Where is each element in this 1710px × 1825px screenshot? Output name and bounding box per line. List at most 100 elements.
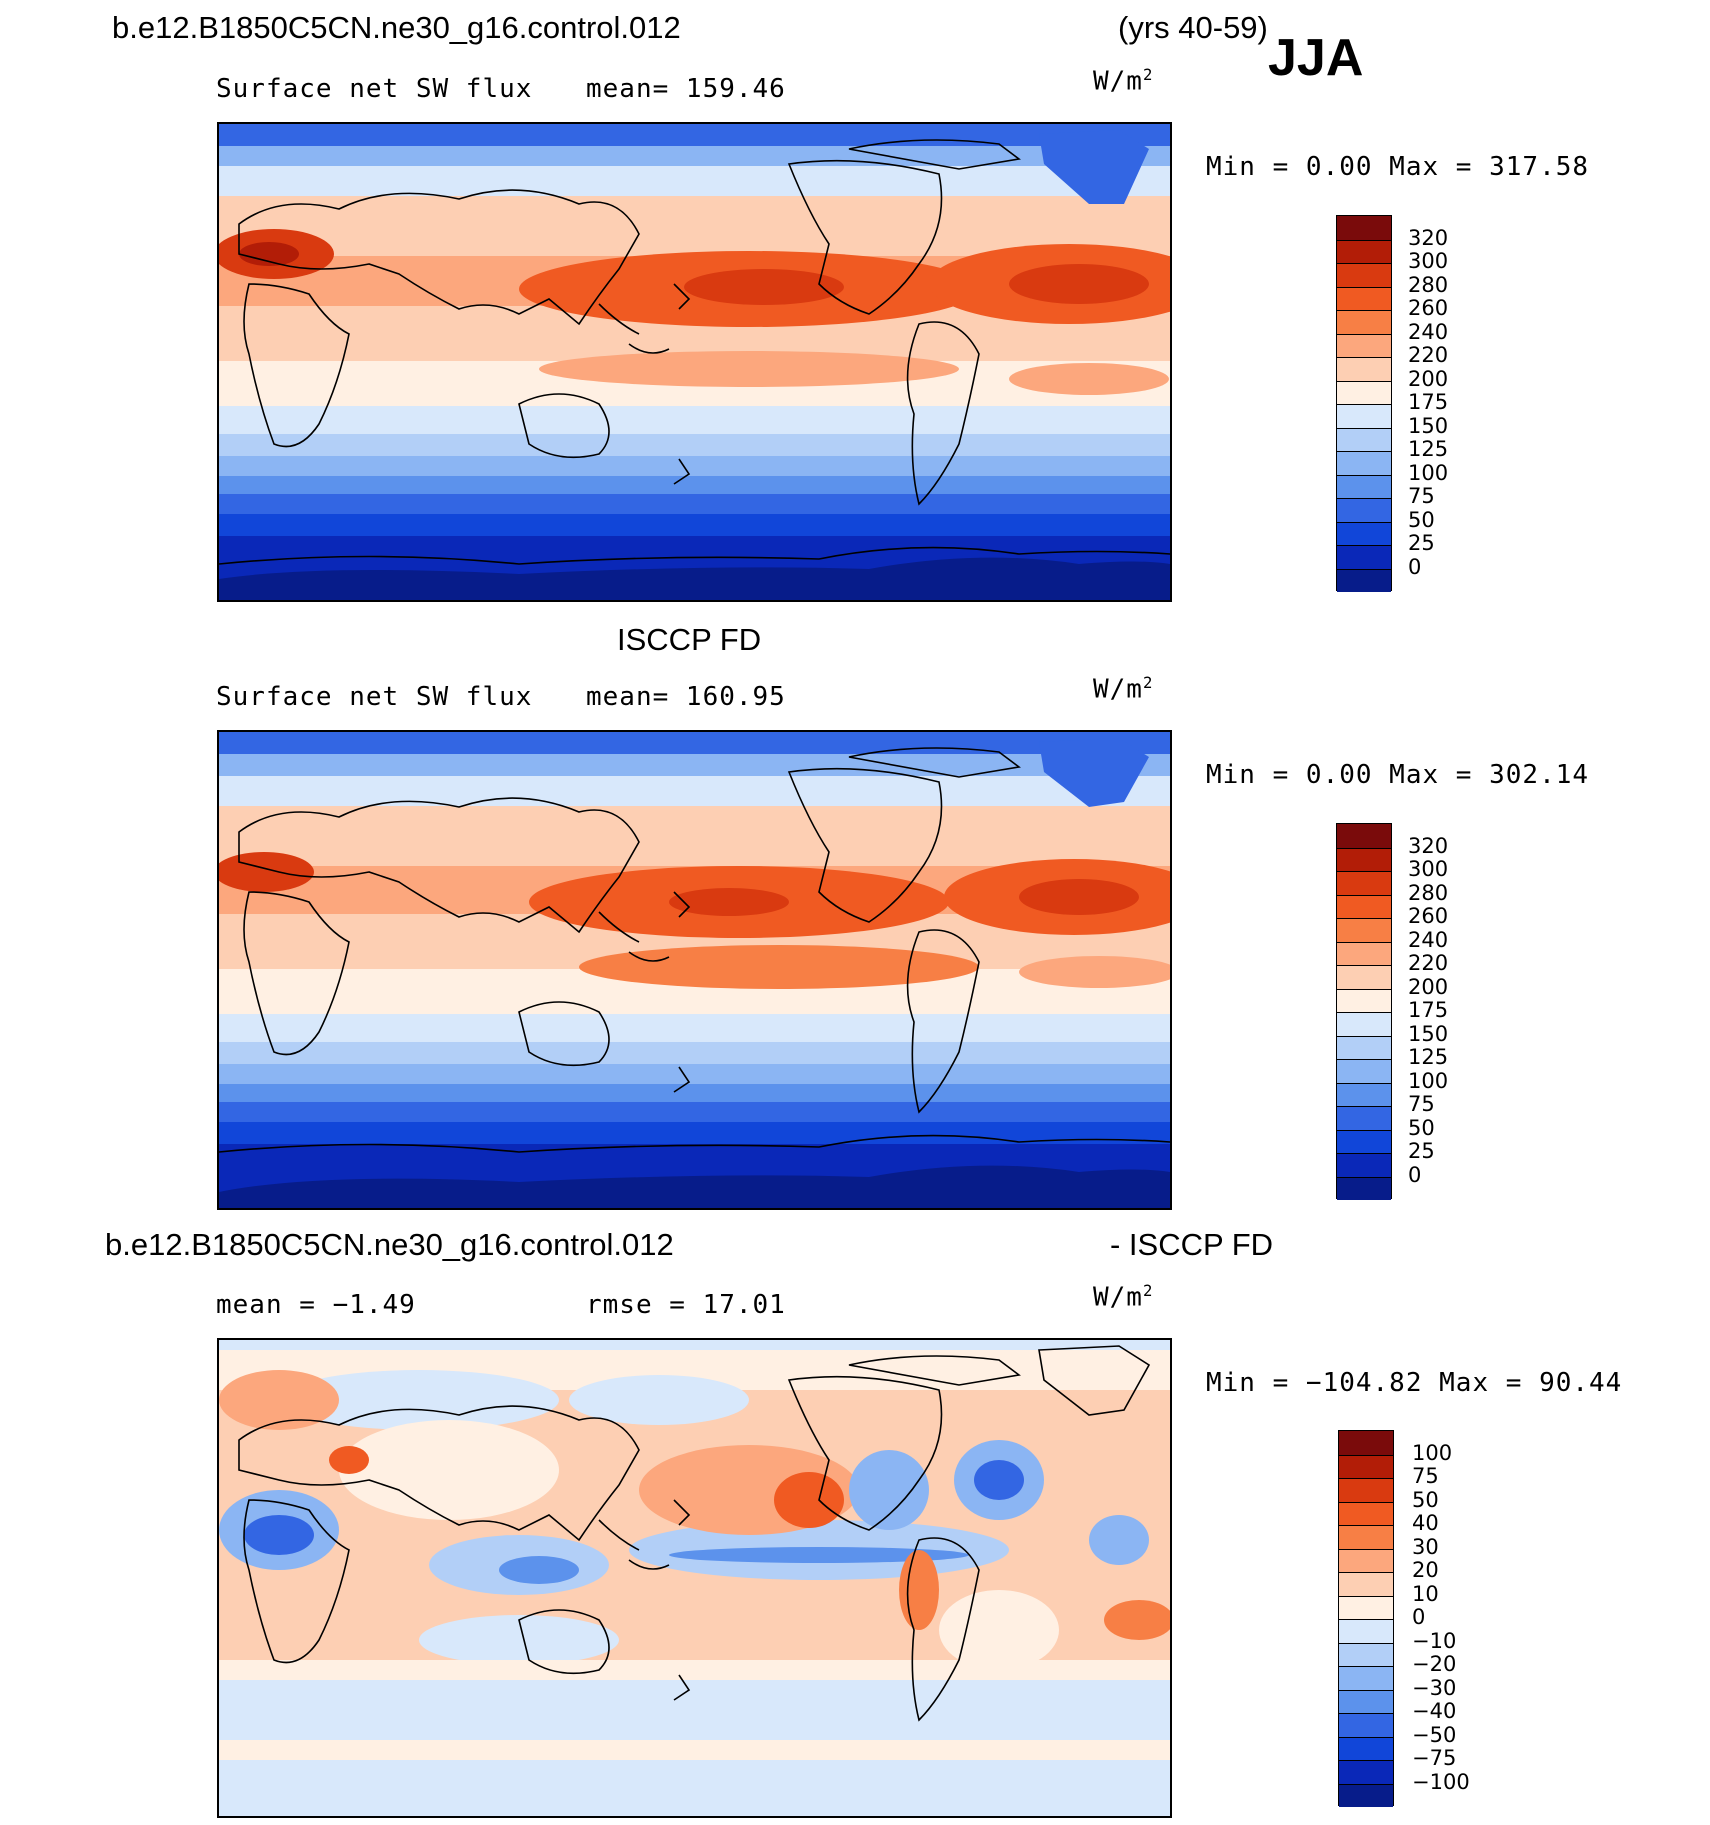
panel1-colorbar-segment	[1337, 216, 1391, 240]
panel1-colorbar-box	[1336, 215, 1392, 592]
panel2-colorbar-label: 300	[1408, 857, 1449, 881]
panel1-units: W/m2	[1093, 66, 1154, 97]
panel2-colorbar-segment	[1337, 1035, 1391, 1059]
panel1-colorbar-label: 0	[1408, 554, 1422, 579]
panel3-rmse: rmse = 17.01	[586, 1290, 786, 1320]
panel1-colorbar-label: 200	[1408, 366, 1449, 391]
panel1-colorbar-segment	[1337, 263, 1391, 287]
panel3-colorbar-segment	[1339, 1783, 1393, 1807]
panel3-colorbar-box	[1338, 1430, 1394, 1807]
panel2-colorbar-label: 50	[1408, 1115, 1435, 1140]
panel1-colorbar-segment	[1337, 498, 1391, 522]
panel2-colorbar-label: 0	[1408, 1162, 1422, 1187]
panel3-colorbar-segment	[1339, 1525, 1393, 1549]
panel1-colorbar-segment	[1337, 474, 1391, 498]
panel2-colorbar-segment	[1337, 941, 1391, 965]
panel1-colorbar-segment	[1337, 357, 1391, 381]
panel2-colorbar-segment	[1337, 1059, 1391, 1083]
panel1-colorbar-label: 25	[1408, 531, 1435, 555]
panel3-colorbar-segment	[1339, 1689, 1393, 1713]
panel2-colorbar: 320 300 280 260 240 220 200 175 150 125 100 75 50 25 0	[1336, 823, 1556, 1200]
panel1-colorbar-label: 50	[1408, 507, 1435, 532]
panel2-colorbar-segment	[1337, 965, 1391, 989]
panel2-map-svg	[219, 732, 1170, 1208]
panel3-map	[217, 1338, 1172, 1818]
panel1-title: Surface net SW flux	[216, 74, 533, 104]
panel3-colorbar-segment	[1339, 1572, 1393, 1596]
panel3-colorbar-label: −75	[1412, 1746, 1457, 1770]
panel2-colorbar-segment	[1337, 871, 1391, 895]
panel1-colorbar-label: 100	[1408, 460, 1449, 485]
panel2-minmax: Min = 0.00 Max = 302.14	[1206, 760, 1590, 790]
panel2-title: Surface net SW flux	[216, 682, 533, 712]
panel1-minmax: Min = 0.00 Max = 317.58	[1206, 152, 1590, 182]
panel3-colorbar-segment	[1339, 1431, 1393, 1455]
panel3-colorbar-label: −10	[1412, 1628, 1457, 1653]
panel3-colorbar-segment	[1339, 1548, 1393, 1572]
panel1-colorbar-label: 320	[1408, 225, 1449, 250]
panel3-colorbar-label: −100	[1412, 1769, 1470, 1794]
panel3-colorbar-segment	[1339, 1619, 1393, 1643]
panel3-colorbar-label: 100	[1412, 1440, 1453, 1465]
panel3-colorbar-label: 75	[1412, 1464, 1439, 1488]
panel3-units: W/m2	[1093, 1282, 1154, 1313]
panel2-colorbar-box	[1336, 823, 1392, 1200]
panel1-colorbar-segment	[1337, 451, 1391, 475]
panel2-colorbar-label: 175	[1408, 998, 1449, 1022]
panel2-colorbar-label: 100	[1408, 1068, 1449, 1093]
panel3-colorbar-segment	[1339, 1736, 1393, 1760]
panel3-colorbar-segment	[1339, 1666, 1393, 1690]
panel2-colorbar-segment	[1337, 1012, 1391, 1036]
panel1-colorbar-label: 260	[1408, 296, 1449, 320]
panel2-mean: mean= 160.95	[586, 682, 786, 712]
years-label: (yrs 40-59)	[1118, 10, 1268, 45]
panel2-colorbar-segment	[1337, 1106, 1391, 1130]
panel1-colorbar-segment	[1337, 427, 1391, 451]
panel3-colorbar-segment	[1339, 1760, 1393, 1784]
panel1-colorbar-segment	[1337, 545, 1391, 569]
panel2-colorbar-segment	[1337, 894, 1391, 918]
panel3-colorbar-segment	[1339, 1501, 1393, 1525]
panel1-colorbar-segment	[1337, 568, 1391, 592]
panel3-colorbar-label: 20	[1412, 1558, 1439, 1582]
panel3-colorbar-segment	[1339, 1642, 1393, 1666]
case-name-title: b.e12.B1850C5CN.ne30_g16.control.012	[112, 10, 681, 45]
panel1-colorbar-label: 175	[1408, 390, 1449, 414]
panel3-mean: mean = −1.49	[216, 1290, 416, 1320]
panel1-colorbar-segment	[1337, 333, 1391, 357]
panel1-colorbar-label: 300	[1408, 249, 1449, 273]
panel1-map	[217, 122, 1172, 602]
panel1-colorbar-label: 150	[1408, 413, 1449, 438]
panel2-colorbar-label: 220	[1408, 951, 1449, 975]
panel3-colorbar-label: −50	[1412, 1722, 1457, 1747]
panel3-colorbar-segment	[1339, 1478, 1393, 1502]
panel1-colorbar-label: 75	[1408, 484, 1435, 508]
panel2-colorbar-label: 280	[1408, 880, 1449, 905]
panel2-colorbar-label: 150	[1408, 1021, 1449, 1046]
panel1-colorbar-segment	[1337, 380, 1391, 404]
panel2-colorbar-segment	[1337, 1082, 1391, 1106]
panel3-title-left: b.e12.B1850C5CN.ne30_g16.control.012	[105, 1227, 674, 1262]
panel3-colorbar-label: −40	[1412, 1699, 1457, 1723]
panel1-colorbar: 320 300 280 260 240 220 200 175 150 125 100 75 50 25 0	[1336, 215, 1556, 592]
panel2-colorbar-label: 240	[1408, 927, 1449, 952]
panel2-colorbar-label: 260	[1408, 904, 1449, 928]
panel1-colorbar-label: 240	[1408, 319, 1449, 344]
panel2-map	[217, 730, 1172, 1210]
panel1-colorbar-segment	[1337, 521, 1391, 545]
panel1-colorbar-label: 125	[1408, 437, 1449, 461]
panel2-colorbar-segment	[1337, 1176, 1391, 1200]
panel3-colorbar-label: 40	[1412, 1511, 1439, 1535]
panel2-colorbar-label: 320	[1408, 833, 1449, 858]
panel1-mean: mean= 159.46	[586, 74, 786, 104]
panel3-colorbar-segment	[1339, 1454, 1393, 1478]
panel2-colorbar-segment	[1337, 918, 1391, 942]
panel2-colorbar-segment	[1337, 847, 1391, 871]
panel2-colorbar-label: 75	[1408, 1092, 1435, 1116]
panel3-colorbar-label: 30	[1412, 1534, 1439, 1559]
panel3-colorbar-label: 50	[1412, 1487, 1439, 1512]
panel2-units: W/m2	[1093, 674, 1154, 705]
season-label: JJA	[1268, 29, 1364, 87]
panel3-colorbar-label: 10	[1412, 1581, 1439, 1606]
panel3-minmax: Min = −104.82 Max = 90.44	[1206, 1368, 1623, 1398]
